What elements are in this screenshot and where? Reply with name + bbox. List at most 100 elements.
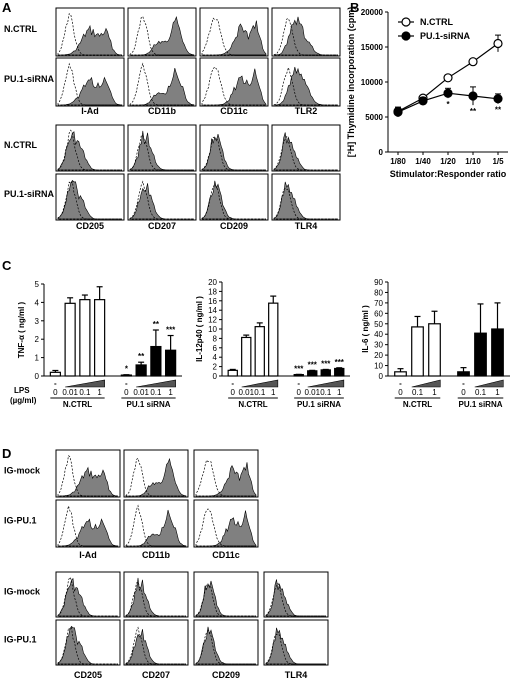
d-top-stained-histogram [58,466,119,497]
b-x-tick-label: 1/10 [465,157,481,166]
c2-y-tick-label: 12 [208,316,217,325]
a-top-stained-histogram [202,20,267,56]
d-bottom-isotype-histogram [57,626,118,665]
c2-dose-label: 0.1 [320,388,332,397]
panel-a-histograms: N.CTRL PU.1-siRNA I-Ad CD11b CD11c TLR2 N.CTRL… [4,7,341,231]
b-data-point [443,73,453,83]
b-y-tick-label: 10000 [361,78,384,87]
panel-label-d: D [2,446,11,461]
c2-significance-mark: *** [294,364,304,373]
a-bottom-isotype-histogram [273,135,338,171]
d-bottom-row-label: IG-PU.1 [4,635,37,645]
c2-y-tick-label: 10 [208,325,217,334]
d-bottom-marker-label: CD205 [74,670,102,680]
a-top-marker-label: CD11b [148,106,177,116]
c3-dose-label: 1 [495,388,500,397]
b-significance-mark: ** [470,107,477,116]
a-top-isotype-histogram [129,15,194,56]
d-top-marker-label: I-Ad [79,550,97,560]
a-bottom-marker-label: CD209 [220,221,248,231]
c3-y-tick-label: 20 [374,351,383,360]
d-top-marker-label: CD11c [212,550,240,560]
a-bottom-isotype-histogram [201,136,266,171]
b-legend-marker [401,17,411,27]
c3-no-lps-mark: - [462,379,465,388]
a-bottom-marker-label: CD207 [148,221,176,231]
c1-bar [64,302,76,377]
c3-y-tick-label: 10 [374,362,383,371]
c2-y-tick-label: 6 [213,344,218,353]
d-top-isotype-histogram [125,457,186,497]
d-bottom-isotype-histogram [57,576,118,617]
d-top-isotype-histogram [195,459,256,497]
a-top-isotype-histogram [201,66,266,106]
c1-dose-label: 0.1 [150,388,162,397]
c1-dose-label: 1 [168,388,173,397]
c2-no-lps-mark: - [297,379,300,388]
c2-y-axis-title: IL-12p40 ( ng/ml ) [195,296,204,362]
c3-no-lps-mark: - [399,379,402,388]
b-y-tick-label: 0 [379,148,384,157]
c1-dose-label: 1 [97,388,102,397]
c2-significance-mark: *** [335,358,345,367]
c2-y-tick-label: 16 [208,297,217,306]
d-top-row-label: IG-mock [4,466,41,476]
c2-dose-label: 0.01 [238,388,254,397]
d-bottom-isotype-histogram [265,633,326,665]
c2-dose-label: 1 [337,388,342,397]
c2-group-label: PU.1 siRNA [297,400,341,409]
a-top-stained-histogram [202,68,267,106]
c3-dose-label: 1 [432,388,437,397]
d-bottom-isotype-histogram [125,626,186,665]
b-x-tick-label: 1/80 [390,157,406,166]
b-data-point [418,96,428,106]
d-bottom-isotype-histogram [265,582,326,617]
c2-bar [254,326,265,377]
a-bottom-isotype-histogram [129,134,194,171]
c2-bar [320,369,331,377]
c3-dose-label: 0.1 [475,388,487,397]
a-bottom-isotype-histogram [201,184,266,220]
c3-y-tick-label: 40 [374,330,383,339]
c2-bar [268,302,279,377]
c2-dose-wedge [241,379,279,388]
c2-dose-label: 0 [231,388,236,397]
c1-y-tick-label: 5 [35,280,40,289]
c1-no-lps-mark: - [125,379,128,388]
c1-dose-label: 0 [53,388,58,397]
a-bottom-isotype-histogram [129,180,194,220]
c3-y-tick-label: 0 [379,372,384,381]
c1-y-tick-label: 2 [35,335,40,344]
b-data-point [393,107,403,117]
c1-y-tick-label: 1 [35,354,40,363]
c1-significance-mark: ** [138,352,145,361]
d-bottom-marker-label: CD207 [142,670,170,680]
a-top-stained-histogram [130,68,195,106]
c3-y-tick-label: 90 [374,278,383,287]
c2-y-tick-label: 8 [213,334,218,343]
d-top-isotype-histogram [125,504,186,547]
b-data-point [493,94,503,104]
b-x-tick-label: 1/20 [440,157,456,166]
c3-y-tick-label: 80 [374,288,383,297]
c3-group-label: PU.1 siRNA [458,400,502,409]
c1-bar [135,364,147,377]
c2-dose-wedge [307,379,345,388]
c3-y-tick-label: 60 [374,309,383,318]
c1-bar [94,299,106,377]
a-top-stained-histogram [58,24,123,56]
c3-y-tick-label: 70 [374,299,383,308]
c1-dose-label: 0.1 [79,388,91,397]
d-bottom-histogram-frame [263,619,329,666]
c3-dose-wedge [411,379,441,388]
d-bottom-stained-histogram [195,580,256,617]
c1-y-tick-label: 4 [35,298,40,307]
c2-y-tick-label: 18 [208,287,217,296]
d-top-isotype-histogram [57,455,118,497]
a-top-marker-label: CD11c [220,106,248,116]
c2-bar [227,369,238,377]
